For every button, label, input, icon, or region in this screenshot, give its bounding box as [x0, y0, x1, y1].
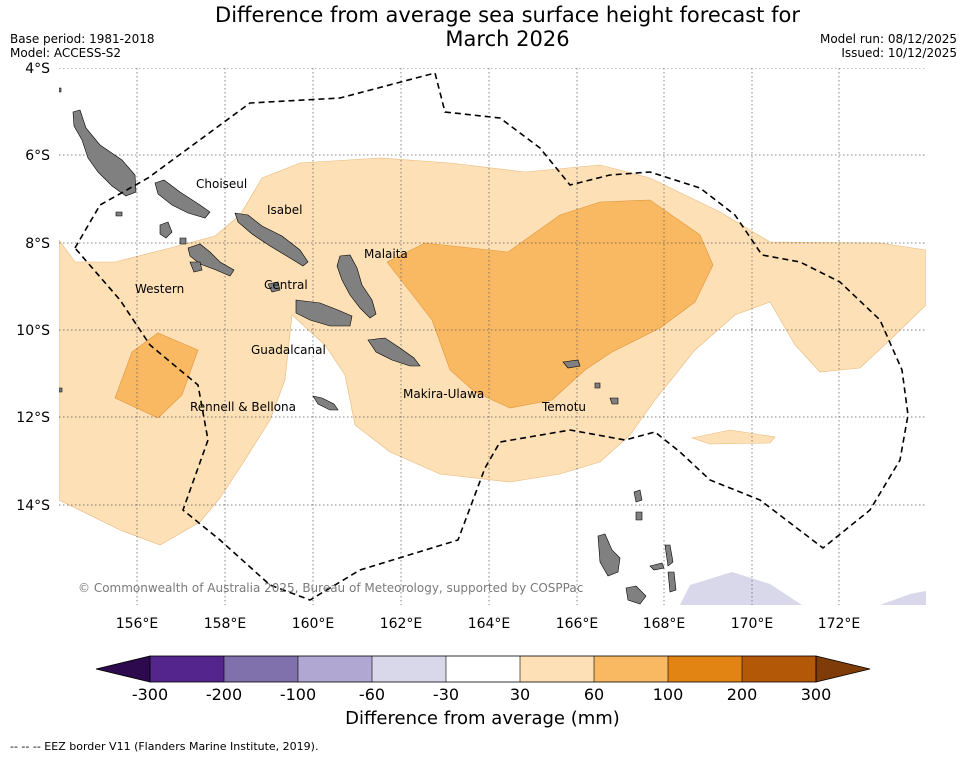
map-title-line2: March 2026: [445, 27, 570, 51]
label-choiseul: Choiseul: [196, 177, 247, 191]
lat-label-4s: 4°S: [25, 61, 50, 77]
colorbar-bin-6: [520, 656, 594, 682]
lon-label-156e: 156°E: [116, 616, 159, 632]
colorbar-extend-high: [815, 655, 871, 683]
colorbar-outline: [149, 655, 817, 683]
island-makira: [367, 337, 421, 367]
colorbar-bin-2: [224, 656, 298, 682]
lon-label-160e: 160°E: [292, 616, 335, 632]
lat-label-14s: 14°S: [16, 498, 50, 514]
island-vanikoro: [609, 397, 619, 405]
model-name: Model: ACCESS-S2: [10, 46, 122, 60]
anomaly-light-orange-patch: [690, 429, 776, 445]
island-vella: [159, 221, 173, 239]
gridlines: [59, 68, 926, 605]
colorbar-tick-10: 300: [801, 685, 832, 704]
colorbar-tick-4: -60: [359, 685, 385, 704]
island-small-1: [179, 237, 187, 245]
map-area: © Commonwealth of Australia 2025, Bureau…: [59, 68, 926, 605]
island-santa-cruz: [562, 359, 581, 369]
base-period: Base period: 1981-2018: [10, 32, 155, 46]
colorbar-tick-9: 200: [727, 685, 758, 704]
colorbar-tick-7: 60: [584, 685, 604, 704]
label-central: Central: [264, 278, 308, 292]
colorbar-tick-1: -300: [132, 685, 168, 704]
label-guadalcanal: Guadalcanal: [251, 343, 326, 357]
lat-label-12s: 12°S: [16, 410, 50, 426]
island-utupua: [594, 382, 601, 389]
island-new-georgia: [187, 243, 235, 277]
island-small-4: [59, 87, 62, 93]
eez-legend: -- -- -- EEZ border V11 (Flanders Marine…: [10, 740, 319, 753]
anomaly-lavender-corner: [880, 591, 926, 605]
label-western: Western: [135, 282, 184, 296]
colorbar-ticks: -300 -200 -100 -60 -30 30 60 100 200 300: [132, 685, 831, 704]
island-small-3: [59, 387, 63, 393]
island-bougainville: [72, 109, 137, 197]
label-isabel: Isabel: [267, 203, 302, 217]
island-ambae: [649, 562, 665, 571]
eez-border: [74, 72, 909, 601]
map-title: Difference from average sea surface heig…: [200, 3, 815, 51]
island-banks: [633, 489, 643, 503]
anomaly-medium-orange-west: [114, 332, 199, 419]
colorbar-tick-2: -200: [206, 685, 242, 704]
colorbar-bin-7: [594, 656, 668, 682]
island-choiseul: [154, 179, 211, 219]
colorbar-title: Difference from average (mm): [345, 708, 620, 729]
model-info: Base period: 1981-2018 Model: ACCESS-S2: [10, 32, 155, 60]
lon-label-166e: 166°E: [556, 616, 599, 632]
issued-date: Issued: 10/12/2025: [841, 46, 957, 60]
lat-label-10s: 10°S: [16, 323, 50, 339]
lon-label-168e: 168°E: [643, 616, 686, 632]
island-small-2: [115, 211, 123, 217]
copyright-text: © Commonwealth of Australia 2025, Bureau…: [78, 581, 583, 595]
longitude-labels: 156°E 158°E 160°E 162°E 164°E 166°E 168°…: [116, 616, 861, 632]
label-rennell: Rennell & Bellona: [190, 400, 296, 414]
lon-label-164e: 164°E: [468, 616, 511, 632]
island-russell: [267, 281, 281, 293]
island-malaita: [336, 254, 377, 319]
island-rennell: [312, 395, 339, 411]
island-pentecost: [667, 571, 677, 593]
model-run: Model run: 08/12/2025: [819, 32, 957, 46]
label-makira: Makira-Ulawa: [403, 387, 484, 401]
colorbar-tick-5: -30: [433, 685, 459, 704]
map-title-line1: Difference from average sea surface heig…: [215, 3, 800, 27]
lon-label-162e: 162°E: [380, 616, 423, 632]
colorbar-extend-low: [95, 655, 151, 683]
island-maewo: [664, 544, 674, 567]
lon-label-172e: 172°E: [818, 616, 861, 632]
colorbar-tick-8: 100: [653, 685, 684, 704]
run-info: Model run: 08/12/2025 Issued: 10/12/2025: [820, 32, 957, 60]
colorbar-bin-5: [446, 656, 520, 682]
colorbar-bin-8: [668, 656, 742, 682]
colorbar: -300 -200 -100 -60 -30 30 60 100 200 300: [95, 655, 871, 704]
lat-label-6s: 6°S: [25, 148, 50, 164]
island-espiritu-santo: [597, 533, 621, 577]
colorbar-bin-1: [150, 656, 224, 682]
anomaly-lavender: [680, 572, 802, 605]
label-temotu: Temotu: [541, 400, 586, 414]
latitude-labels: 4°S 6°S 8°S 10°S 12°S 14°S: [16, 61, 50, 514]
island-isabel: [234, 212, 309, 267]
lon-label-158e: 158°E: [204, 616, 247, 632]
islands: [59, 87, 677, 605]
colorbar-dividers: [223, 656, 743, 682]
colorbar-tick-6: 30: [510, 685, 530, 704]
island-guadalcanal: [295, 299, 353, 327]
colorbar-bin-3: [298, 656, 372, 682]
colorbar-tick-3: -100: [280, 685, 316, 704]
region-labels: Choiseul Isabel Malaita Western Central …: [135, 177, 586, 414]
island-rendova: [189, 261, 203, 273]
island-banks-2: [635, 511, 643, 521]
anomaly-medium-orange-east: [386, 199, 714, 409]
island-malekula: [625, 585, 647, 605]
colorbar-bin-4: [372, 656, 446, 682]
label-malaita: Malaita: [364, 247, 408, 261]
lon-label-170e: 170°E: [731, 616, 774, 632]
colorbar-bin-9: [742, 656, 816, 682]
lat-label-8s: 8°S: [25, 236, 50, 252]
